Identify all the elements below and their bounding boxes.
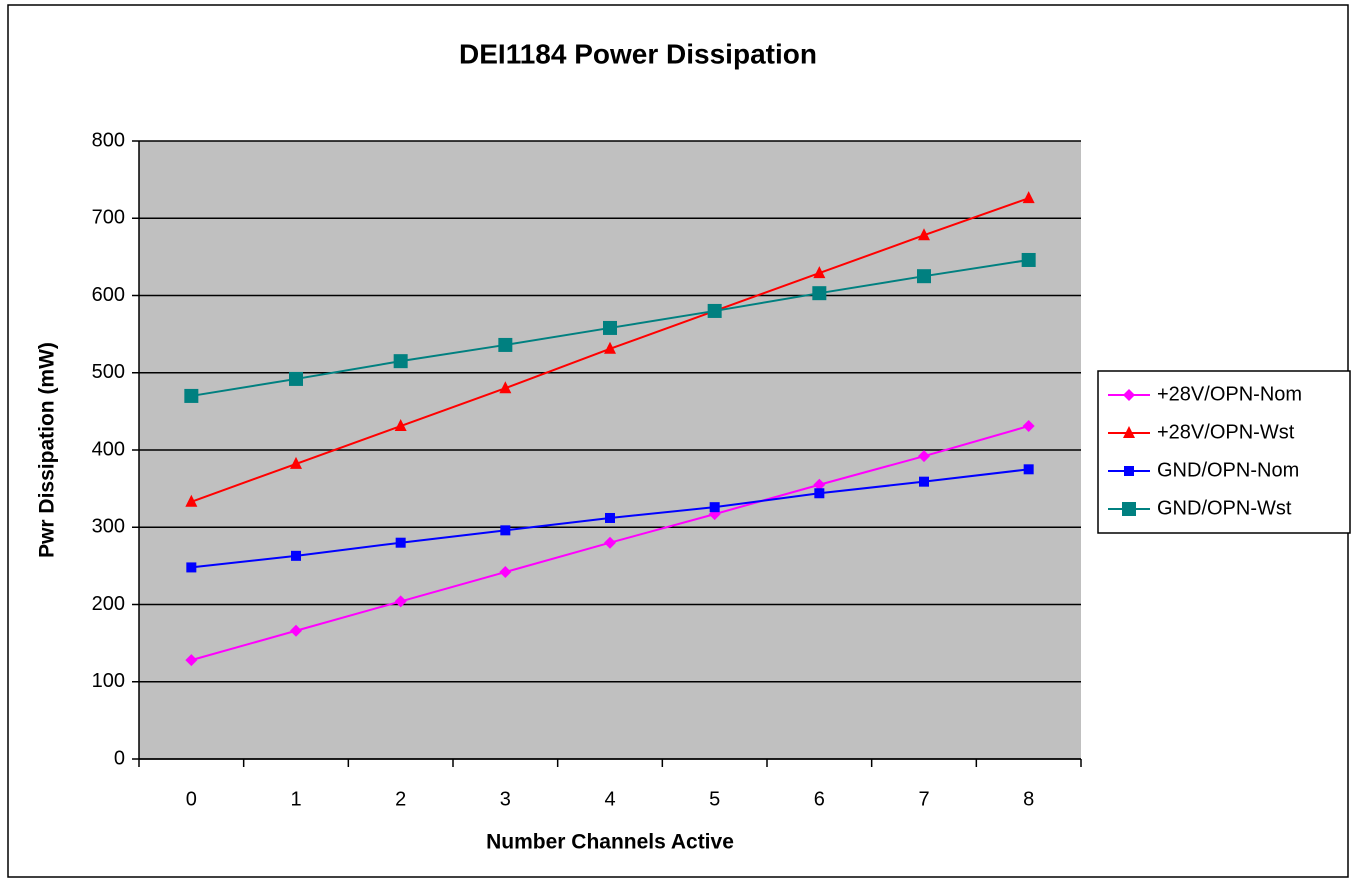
y-tick-label: 400: [92, 438, 125, 460]
marker: [1123, 426, 1135, 438]
marker: [605, 512, 615, 523]
y-tick-label: 200: [92, 593, 125, 615]
marker: [186, 562, 197, 573]
marker: [289, 371, 303, 386]
x-tick-label: 8: [1023, 788, 1034, 810]
x-tick-label: 1: [290, 788, 301, 810]
x-tick-label: 4: [604, 788, 615, 810]
marker: [604, 341, 616, 354]
marker: [917, 269, 931, 284]
x-tick-label: 2: [395, 788, 406, 810]
chart-title: DEI1184 Power Dissipation: [459, 38, 817, 69]
marker: [185, 654, 198, 667]
marker: [394, 419, 407, 432]
marker: [709, 502, 720, 513]
y-tick-label: 500: [92, 361, 125, 383]
marker: [813, 478, 826, 491]
marker: [499, 381, 512, 394]
marker: [1022, 420, 1035, 433]
x-tick-label: 0: [186, 788, 197, 810]
marker: [919, 476, 929, 487]
marker: [603, 320, 617, 335]
marker: [1123, 389, 1135, 401]
marker: [499, 566, 512, 579]
marker: [918, 228, 930, 241]
marker: [918, 450, 930, 463]
legend-label: GND/OPN-Wst: [1157, 497, 1292, 519]
marker: [707, 303, 722, 318]
y-tick-label: 600: [92, 284, 125, 306]
marker: [813, 266, 826, 279]
x-axis-label: Number Channels Active: [486, 831, 734, 854]
y-tick-label: 100: [92, 670, 125, 692]
marker: [814, 488, 825, 499]
x-tick-label: 6: [814, 788, 825, 810]
marker: [290, 456, 302, 469]
legend-label: GND/OPN-Nom: [1157, 459, 1299, 481]
legend-label: +28V/OPN-Wst: [1157, 421, 1295, 443]
marker: [184, 388, 199, 403]
marker: [1023, 464, 1034, 475]
marker: [498, 337, 513, 352]
x-tick-label: 7: [918, 788, 929, 810]
y-tick-label: 0: [114, 747, 125, 769]
marker: [290, 624, 302, 637]
legend-label: +28V/OPN-Nom: [1157, 383, 1302, 405]
y-axis-label: Pwr Dissipation (mW): [36, 342, 59, 558]
marker: [1021, 252, 1036, 267]
marker: [500, 525, 511, 536]
marker: [395, 537, 406, 548]
marker: [394, 595, 407, 608]
x-tick-label: 5: [709, 788, 720, 810]
marker: [812, 286, 827, 301]
y-tick-label: 800: [92, 129, 125, 151]
marker: [1022, 191, 1035, 204]
marker: [291, 550, 301, 561]
marker: [393, 354, 408, 369]
y-tick-label: 300: [92, 516, 125, 538]
marker: [604, 536, 616, 549]
marker: [185, 494, 198, 507]
x-tick-label: 3: [500, 788, 511, 810]
marker: [1124, 466, 1134, 476]
legend-box: [1097, 370, 1351, 534]
y-tick-label: 700: [92, 207, 125, 229]
marker: [1122, 502, 1136, 516]
